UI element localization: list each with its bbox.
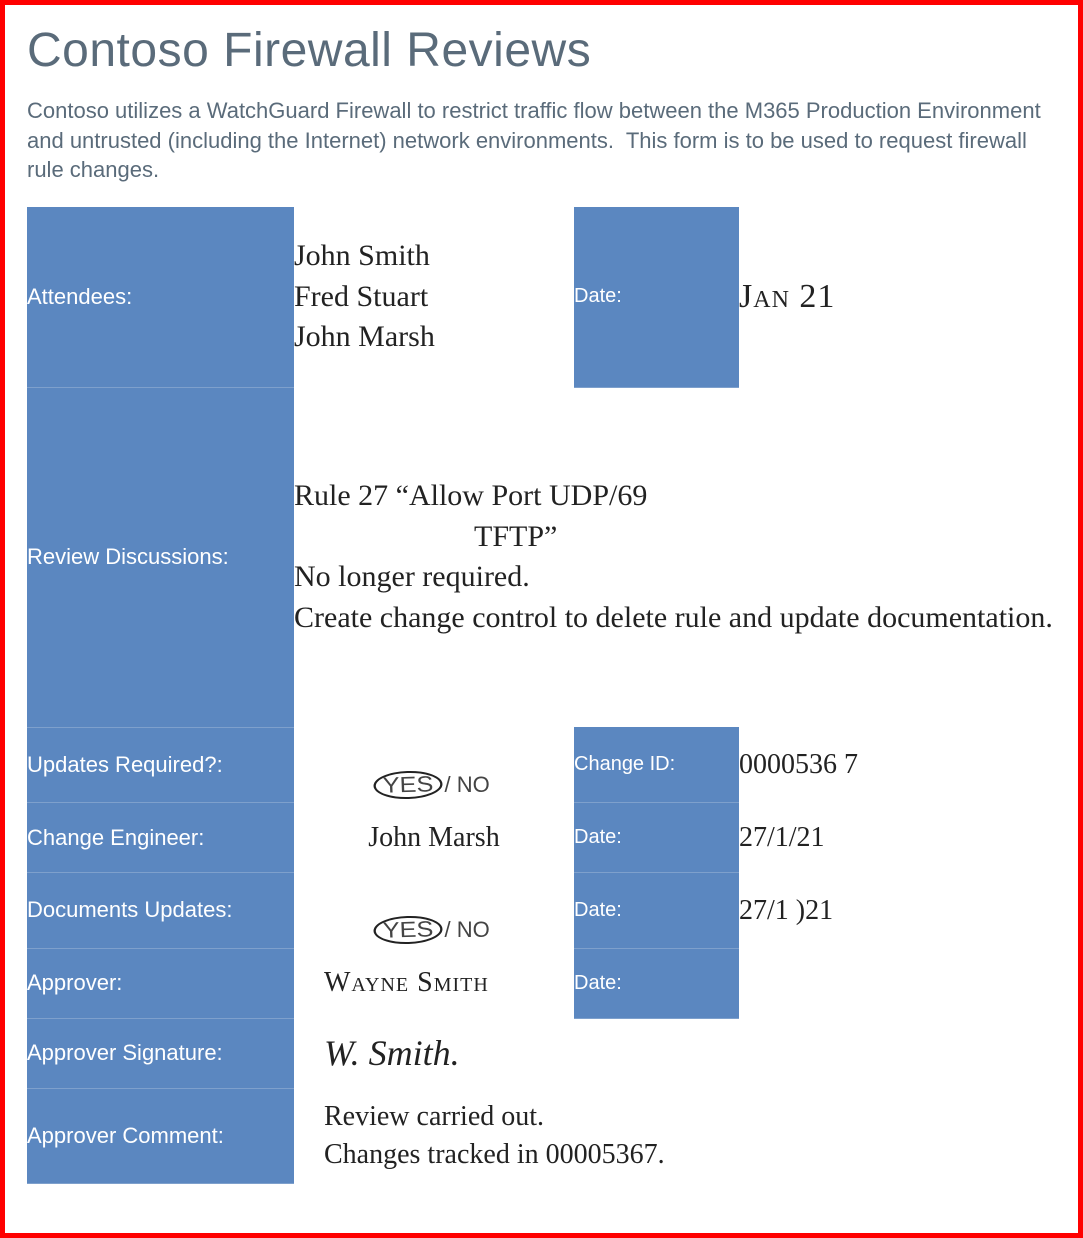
label-approver-comment: Approver Comment: [27,1088,294,1183]
documents-updates-yes-circled: YES [373,915,443,945]
label-approver-signature: Approver Signature: [27,1018,294,1088]
value-approver-date [739,948,1056,1018]
value-date-top: Jan 21 [739,207,1056,387]
label-date-top: Date: [574,207,739,387]
label-documents-updates-date: Date: [574,873,739,949]
updates-required-no: NO [457,772,490,797]
label-updates-required: Updates Required?: [27,727,294,803]
label-documents-updates: Documents Updates: [27,873,294,949]
label-change-engineer: Change Engineer: [27,803,294,873]
value-documents-updates-date: 27/1 )21 [739,873,1056,949]
intro-paragraph: Contoso utilizes a WatchGuard Firewall t… [27,96,1056,185]
label-review-discussions: Review Discussions: [27,387,294,727]
form-table: Attendees: John Smith Fred Stuart John M… [27,207,1056,1184]
value-change-engineer: John Marsh [294,803,574,873]
value-updates-required: YES / NO [294,727,574,803]
updates-required-yes-circled: YES [373,770,443,800]
label-approver-date: Date: [574,948,739,1018]
label-approver: Approver: [27,948,294,1018]
value-review-discussions: Rule 27 “Allow Port UDP/69 TFTP” No long… [294,387,1056,727]
value-change-engineer-date: 27/1/21 [739,803,1056,873]
document-page: Contoso Firewall Reviews Contoso utilize… [0,0,1083,1238]
value-approver: Wayne Smith [294,948,574,1018]
value-approver-comment: Review carried out. Changes tracked in 0… [294,1088,1056,1183]
value-attendees: John Smith Fred Stuart John Marsh [294,207,574,387]
value-change-id: 0000536 7 [739,727,1056,803]
documents-updates-no: NO [457,917,490,942]
label-change-id: Change ID: [574,727,739,803]
value-approver-signature: W. Smith. [294,1018,1056,1088]
label-change-engineer-date: Date: [574,803,739,873]
page-title: Contoso Firewall Reviews [27,23,1056,78]
value-documents-updates: YES / NO [294,873,574,949]
label-attendees: Attendees: [27,207,294,387]
